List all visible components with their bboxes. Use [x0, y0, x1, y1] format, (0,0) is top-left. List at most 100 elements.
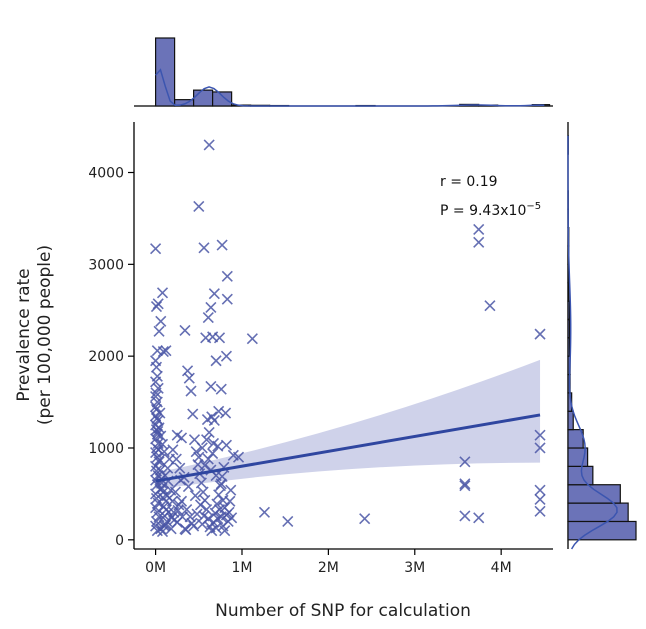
y-tick-label: 4000	[88, 166, 124, 182]
data-point	[201, 503, 213, 516]
data-point	[194, 499, 207, 511]
data-point	[167, 444, 179, 456]
data-point	[150, 387, 162, 399]
data-point	[207, 447, 219, 460]
confidence-band	[155, 359, 541, 490]
data-point	[459, 478, 471, 490]
data-point	[213, 405, 225, 417]
y-tick-label: 0	[115, 533, 124, 549]
x-tick-label: 4M	[491, 560, 512, 576]
data-point	[215, 478, 227, 490]
data-point	[150, 361, 163, 373]
data-point	[201, 434, 213, 446]
y-histogram-bar	[567, 484, 621, 504]
y-tick-label: 1000	[88, 441, 124, 457]
data-point	[187, 408, 199, 420]
data-point	[155, 315, 167, 327]
data-point	[153, 422, 165, 434]
data-point	[534, 429, 546, 441]
data-point	[220, 407, 232, 419]
confidence-band-area	[155, 359, 541, 490]
data-point	[174, 462, 186, 474]
data-point	[232, 451, 245, 463]
y-axis-title-line2: (per 100,000 people)	[35, 245, 55, 425]
data-point	[215, 383, 227, 395]
data-point	[150, 401, 162, 413]
x-tick-label: 2M	[318, 560, 339, 576]
data-point	[181, 503, 193, 516]
data-point	[459, 510, 471, 522]
data-point	[202, 453, 214, 465]
data-point	[199, 459, 211, 472]
data-point	[160, 503, 172, 516]
data-point	[165, 523, 177, 535]
data-point	[198, 242, 210, 254]
data-point	[159, 519, 172, 531]
data-point	[179, 523, 191, 535]
data-point	[473, 512, 485, 524]
data-point	[182, 480, 194, 493]
data-point	[203, 139, 215, 151]
data-point	[184, 511, 196, 523]
data-point	[220, 439, 233, 451]
data-point	[359, 513, 371, 525]
data-point	[205, 380, 217, 393]
data-point	[473, 223, 485, 236]
data-point	[181, 365, 194, 377]
data-point	[223, 506, 235, 518]
data-point	[224, 495, 236, 507]
data-point	[221, 293, 233, 305]
data-point	[150, 376, 162, 388]
data-point	[183, 372, 195, 384]
p-annotation: P = 9.43x10−5	[440, 201, 541, 219]
data-point	[151, 345, 163, 357]
data-point	[169, 486, 182, 498]
data-point	[195, 477, 207, 489]
y-axis-title-line1: Prevalence rate	[14, 268, 34, 401]
data-point	[210, 522, 222, 534]
data-point	[179, 324, 191, 337]
data-point	[226, 512, 238, 524]
regression-line	[155, 413, 541, 483]
data-point	[154, 407, 166, 419]
x-tick-label: 0M	[145, 560, 166, 576]
data-point	[154, 464, 166, 476]
data-point	[216, 239, 228, 251]
data-point	[534, 493, 546, 505]
data-point	[212, 513, 224, 525]
data-point	[150, 243, 162, 255]
data-point	[210, 355, 222, 367]
data-point	[156, 482, 168, 494]
data-point	[156, 287, 169, 299]
y-ticks: 0 1000 2000 3000 4000	[88, 166, 134, 549]
r-annotation: r = 0.19	[440, 174, 498, 190]
x-axis-title: Number of SNP for calculation	[215, 601, 471, 621]
data-point	[191, 508, 203, 520]
y-histogram-bar	[567, 282, 570, 302]
data-point	[213, 332, 226, 344]
x-marginal-histogram	[134, 37, 553, 107]
x-histogram-bar	[154, 37, 176, 107]
data-point	[175, 432, 188, 444]
data-point	[534, 505, 546, 517]
y-histogram-bar	[567, 410, 574, 431]
data-point	[193, 200, 205, 213]
y-histogram-bar	[567, 318, 571, 339]
main-axes	[133, 122, 553, 550]
data-point	[211, 498, 223, 510]
y-tick-label: 2000	[88, 349, 124, 365]
data-point	[202, 312, 214, 324]
data-point	[196, 442, 208, 454]
data-point	[282, 515, 294, 528]
data-point	[220, 350, 233, 362]
data-point	[153, 325, 165, 337]
data-point	[193, 451, 205, 463]
x-ticks: 0M 1M 2M 3M 4M	[145, 549, 512, 576]
data-point	[473, 236, 485, 248]
data-point	[484, 300, 496, 312]
y-histogram-bar	[567, 300, 571, 321]
x-tick-label: 3M	[404, 560, 425, 576]
data-point	[258, 506, 271, 518]
data-point	[152, 425, 164, 438]
data-point	[198, 510, 210, 522]
